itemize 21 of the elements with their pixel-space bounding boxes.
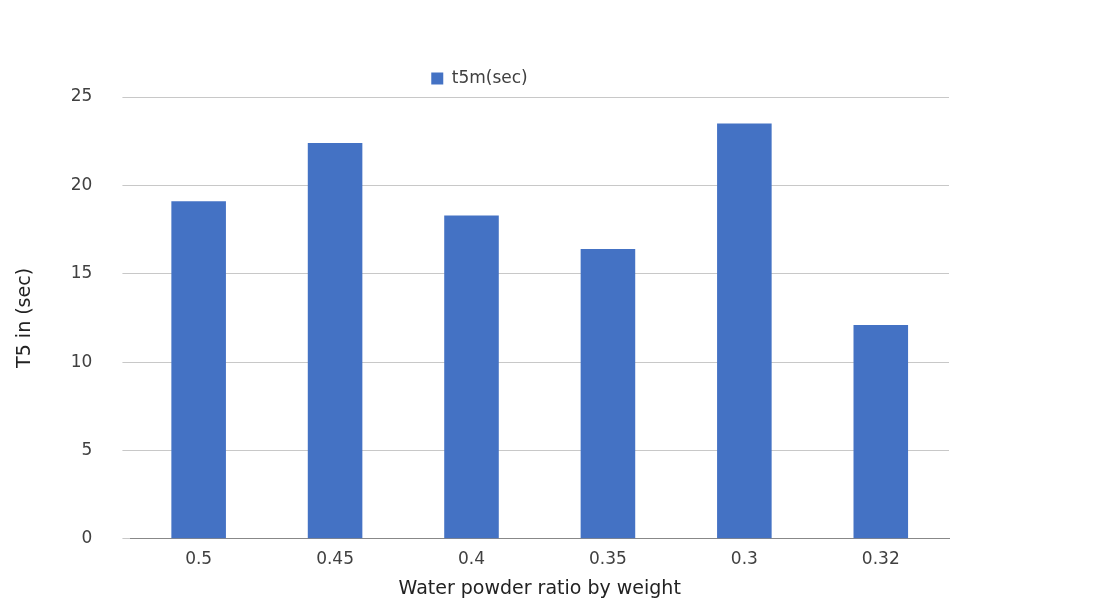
bar xyxy=(307,142,363,539)
bar xyxy=(444,215,499,539)
x-axis-title: Water powder ratio by weight xyxy=(398,575,681,598)
y-tick-label: 15 xyxy=(70,262,93,283)
y-axis-title: T5 in (sec) xyxy=(12,267,35,369)
bar xyxy=(580,248,636,539)
x-tick-label: 0.32 xyxy=(861,548,900,569)
bar xyxy=(171,201,226,539)
x-tick-label: 0.5 xyxy=(185,548,213,569)
x-tick-label: 0.45 xyxy=(316,548,354,569)
y-tick-label: 5 xyxy=(81,438,93,459)
x-tick-label: 0.35 xyxy=(589,548,627,569)
bar xyxy=(853,324,909,539)
y-tick-label: 10 xyxy=(70,350,93,371)
x-tick-label: 0.3 xyxy=(730,548,758,569)
y-tick-label: 20 xyxy=(70,173,93,194)
legend-label: t5m(sec) xyxy=(451,66,528,87)
bar xyxy=(717,123,772,539)
x-tick-label: 0.4 xyxy=(457,548,486,569)
y-tick-label: 25 xyxy=(70,85,93,106)
y-tick-label: 0 xyxy=(81,527,93,548)
